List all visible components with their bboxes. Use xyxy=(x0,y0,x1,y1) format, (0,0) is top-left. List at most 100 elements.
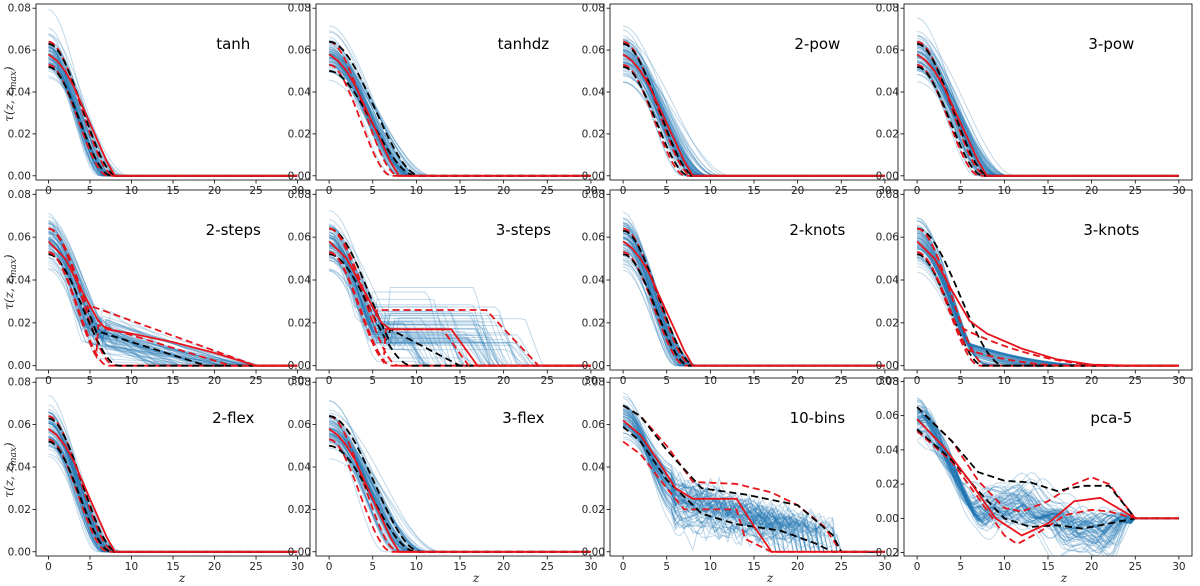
y-tick-label: 0.04 xyxy=(582,462,606,474)
y-tick-label: 0.04 xyxy=(288,87,312,99)
y-tick-label: 0.00 xyxy=(288,546,311,558)
y-axis-labels: τ(z, zmax) τ(z, zmax) τ(z, zmax) xyxy=(2,66,19,498)
sample-line xyxy=(916,220,1179,367)
sample-line xyxy=(916,233,1179,367)
sample-curves xyxy=(328,400,591,553)
y-tick-label: 0.08 xyxy=(582,189,605,201)
sample-line xyxy=(916,237,1179,367)
sample-curves xyxy=(48,394,298,553)
red-median-line xyxy=(916,418,1179,537)
panel-2-knots: 0.000.020.040.060.080 5 10 15 20 25 302-knots xyxy=(582,189,899,387)
y-tick-label: 0.08 xyxy=(876,376,899,388)
x-tick-label: 10 xyxy=(125,375,138,387)
y-tick-label: 0.02 xyxy=(288,317,311,329)
sample-line xyxy=(916,239,1179,367)
x-ticks: 0 5 10 15 20 25 30 xyxy=(620,180,892,197)
y-tick-label: 0.04 xyxy=(876,275,900,287)
red-dashed-bound-5 xyxy=(328,251,591,367)
sample-line xyxy=(622,221,885,367)
x-tick-label: 10 xyxy=(125,185,138,197)
x-ticks: 0 5 10 15 20 25 30 xyxy=(45,370,304,387)
plot-area xyxy=(328,209,591,367)
x-tick-label: 10 xyxy=(998,375,1011,387)
y-ticks: −0.02 0.00 0.02 0.04 0.06 0.08 xyxy=(867,376,904,559)
x-tick-label: 30 xyxy=(878,185,891,197)
y-axis-label-row-2: τ(z, zmax) xyxy=(2,254,19,310)
x-tick-label: 15 xyxy=(166,375,179,387)
sample-line xyxy=(328,236,591,367)
sample-line xyxy=(916,239,1179,367)
x-tick-label: 0 xyxy=(914,561,921,573)
black-dashed-bound-2 xyxy=(328,415,591,553)
y-tick-label: 0.00 xyxy=(876,360,899,372)
x-ticks: 0 5 10 15 20 25 30 xyxy=(620,370,892,387)
sample-line xyxy=(622,217,885,367)
x-tick-label: 20 xyxy=(208,375,221,387)
x-tick-label: 15 xyxy=(747,375,760,387)
panel-title: 2-steps xyxy=(206,221,261,239)
x-tick-label: 25 xyxy=(835,185,848,197)
x-tick-label: 20 xyxy=(208,561,221,573)
panel-3-pow: 0.00 0.02 0.04 0.06 0.08 0 5 10 15 20 25 30 3-pow xyxy=(876,3,1193,197)
y-tick-label: 0.08 xyxy=(876,189,899,201)
black-dashed-bound-3 xyxy=(48,253,298,367)
x-tick-label: 15 xyxy=(1041,561,1054,573)
red-median-line xyxy=(622,53,885,177)
y-tick-label: 0.06 xyxy=(582,419,606,431)
x-tick-label: 0 xyxy=(326,185,333,197)
x-tick-label: 30 xyxy=(1172,375,1185,387)
x-tick-label: 20 xyxy=(497,185,510,197)
x-tick-label: 5 xyxy=(957,375,964,387)
y-tick-label: 0.02 xyxy=(582,317,605,329)
black-dashed-bound-2 xyxy=(329,40,591,177)
red-median-line xyxy=(328,53,591,177)
sample-line xyxy=(916,219,1179,367)
panel-title: 3-flex xyxy=(502,409,544,427)
x-tick-label: 0 xyxy=(326,375,333,387)
x-ticks: 0 5 10 15 20 25 30 xyxy=(45,180,304,197)
plot-area xyxy=(328,400,591,553)
sample-line xyxy=(622,217,885,367)
plot-area xyxy=(916,217,1179,367)
y-tick-label: 0.06 xyxy=(582,232,606,244)
y-tick-label: 0.02 xyxy=(876,317,899,329)
y-tick-label: 0.08 xyxy=(288,377,311,389)
y-tick-label: 0.06 xyxy=(8,45,32,57)
sample-curves xyxy=(916,397,1179,556)
sample-line xyxy=(328,236,591,367)
x-axis-label-col-3: z xyxy=(766,571,774,585)
panel-title: 3-pow xyxy=(1088,35,1134,53)
x-ticks: 0 5 10 15 20 25 30 xyxy=(326,370,598,387)
red-dashed-bound-0 xyxy=(328,227,591,367)
panel-tanh: 0.00 0.02 0.04 0.06 0.08 0 5 10 15 20 25 30 tanh xyxy=(8,3,311,197)
sample-line xyxy=(916,217,1179,367)
x-tick-label: 0 xyxy=(914,185,921,197)
y-tick-label: 0.02 xyxy=(288,504,311,516)
plot-area xyxy=(47,394,298,553)
x-tick-label: 30 xyxy=(291,185,304,197)
x-tick-label: 5 xyxy=(957,185,964,197)
x-tick-label: 15 xyxy=(453,375,466,387)
sample-line xyxy=(916,238,1179,367)
y-tick-label: 0.02 xyxy=(8,128,31,140)
sample-line xyxy=(916,217,1179,367)
x-ticks: 0 5 10 15 20 25 30 xyxy=(914,180,1186,197)
x-tick-label: 25 xyxy=(835,375,848,387)
red-median-line xyxy=(622,240,885,367)
y-tick-label: 0.04 xyxy=(288,462,312,474)
panel-pca-5: −0.02 0.00 0.02 0.04 0.06 0.08 0 5 10 15 20 25 30 pca… xyxy=(867,376,1193,573)
panel-title: 2-flex xyxy=(212,409,254,427)
x-tick-label: 20 xyxy=(791,185,804,197)
panel-3-steps: 0.000.020.040.060.080 5 10 15 20 25 303-steps xyxy=(288,189,605,387)
x-axis-label-col-4: z xyxy=(1060,571,1068,585)
x-tick-label: 10 xyxy=(704,185,717,197)
y-tick-label: 0.02 xyxy=(582,504,605,516)
x-tick-label: 15 xyxy=(747,561,760,573)
x-tick-label: 20 xyxy=(1085,375,1098,387)
x-tick-label: 30 xyxy=(1172,185,1185,197)
y-tick-label: 0.06 xyxy=(8,419,32,431)
y-tick-label: 0.00 xyxy=(582,170,605,182)
y-tick-label: 0.06 xyxy=(582,45,606,57)
y-tick-label: 0.08 xyxy=(288,3,311,15)
y-tick-label: 0.04 xyxy=(288,275,312,287)
